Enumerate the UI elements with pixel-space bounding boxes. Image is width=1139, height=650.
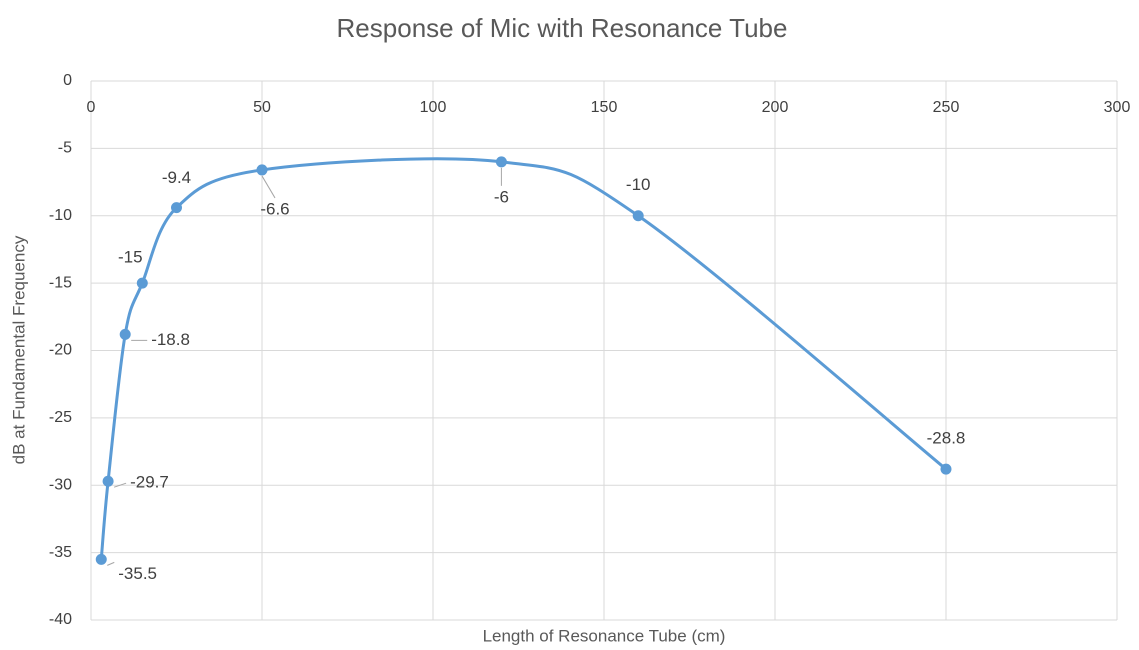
x-tick-label: 250 (933, 99, 960, 116)
data-point (136, 277, 148, 289)
x-tick-label: 50 (253, 99, 271, 116)
y-tick-label: -15 (49, 274, 72, 291)
y-axis-label: dB at Fundamental Frequency (9, 235, 28, 464)
x-tick-label: 300 (1104, 99, 1131, 116)
x-tick-label: 150 (591, 99, 618, 116)
y-tick-label: -20 (49, 342, 72, 359)
data-label: -18.8 (151, 330, 190, 349)
data-label: -28.8 (927, 429, 966, 448)
data-label: -6 (494, 187, 509, 206)
y-tick-label: -5 (58, 140, 72, 157)
data-point (495, 156, 507, 168)
y-tick-label: -40 (49, 611, 72, 628)
data-label: -29.7 (130, 473, 169, 492)
leader-line (261, 175, 276, 199)
x-tick-label: 200 (762, 99, 789, 116)
data-point (632, 210, 644, 222)
y-tick-label: -30 (49, 476, 72, 493)
data-label: -10 (626, 175, 651, 194)
series-line (99, 157, 947, 560)
data-label: -35.5 (118, 564, 157, 583)
x-axis-label: Length of Resonance Tube (cm) (483, 626, 726, 645)
data-point (256, 164, 268, 176)
y-tick-label: -35 (49, 544, 72, 561)
data-point (102, 475, 114, 487)
y-tick-label: -10 (49, 207, 72, 224)
data-point (940, 463, 952, 475)
x-tick-label: 100 (420, 99, 447, 116)
data-point (119, 328, 131, 340)
data-label: -6.6 (260, 199, 289, 218)
data-label: -15 (118, 248, 143, 267)
chart-title: Response of Mic with Resonance Tube (337, 13, 788, 43)
leader-line (113, 482, 127, 488)
y-tick-label: -25 (49, 409, 72, 426)
data-label: -9.4 (162, 168, 191, 187)
data-point (171, 202, 182, 214)
leader-line (107, 561, 115, 566)
data-point (95, 553, 107, 565)
y-tick-label: 0 (63, 72, 72, 89)
x-tick-label: 0 (87, 99, 96, 116)
